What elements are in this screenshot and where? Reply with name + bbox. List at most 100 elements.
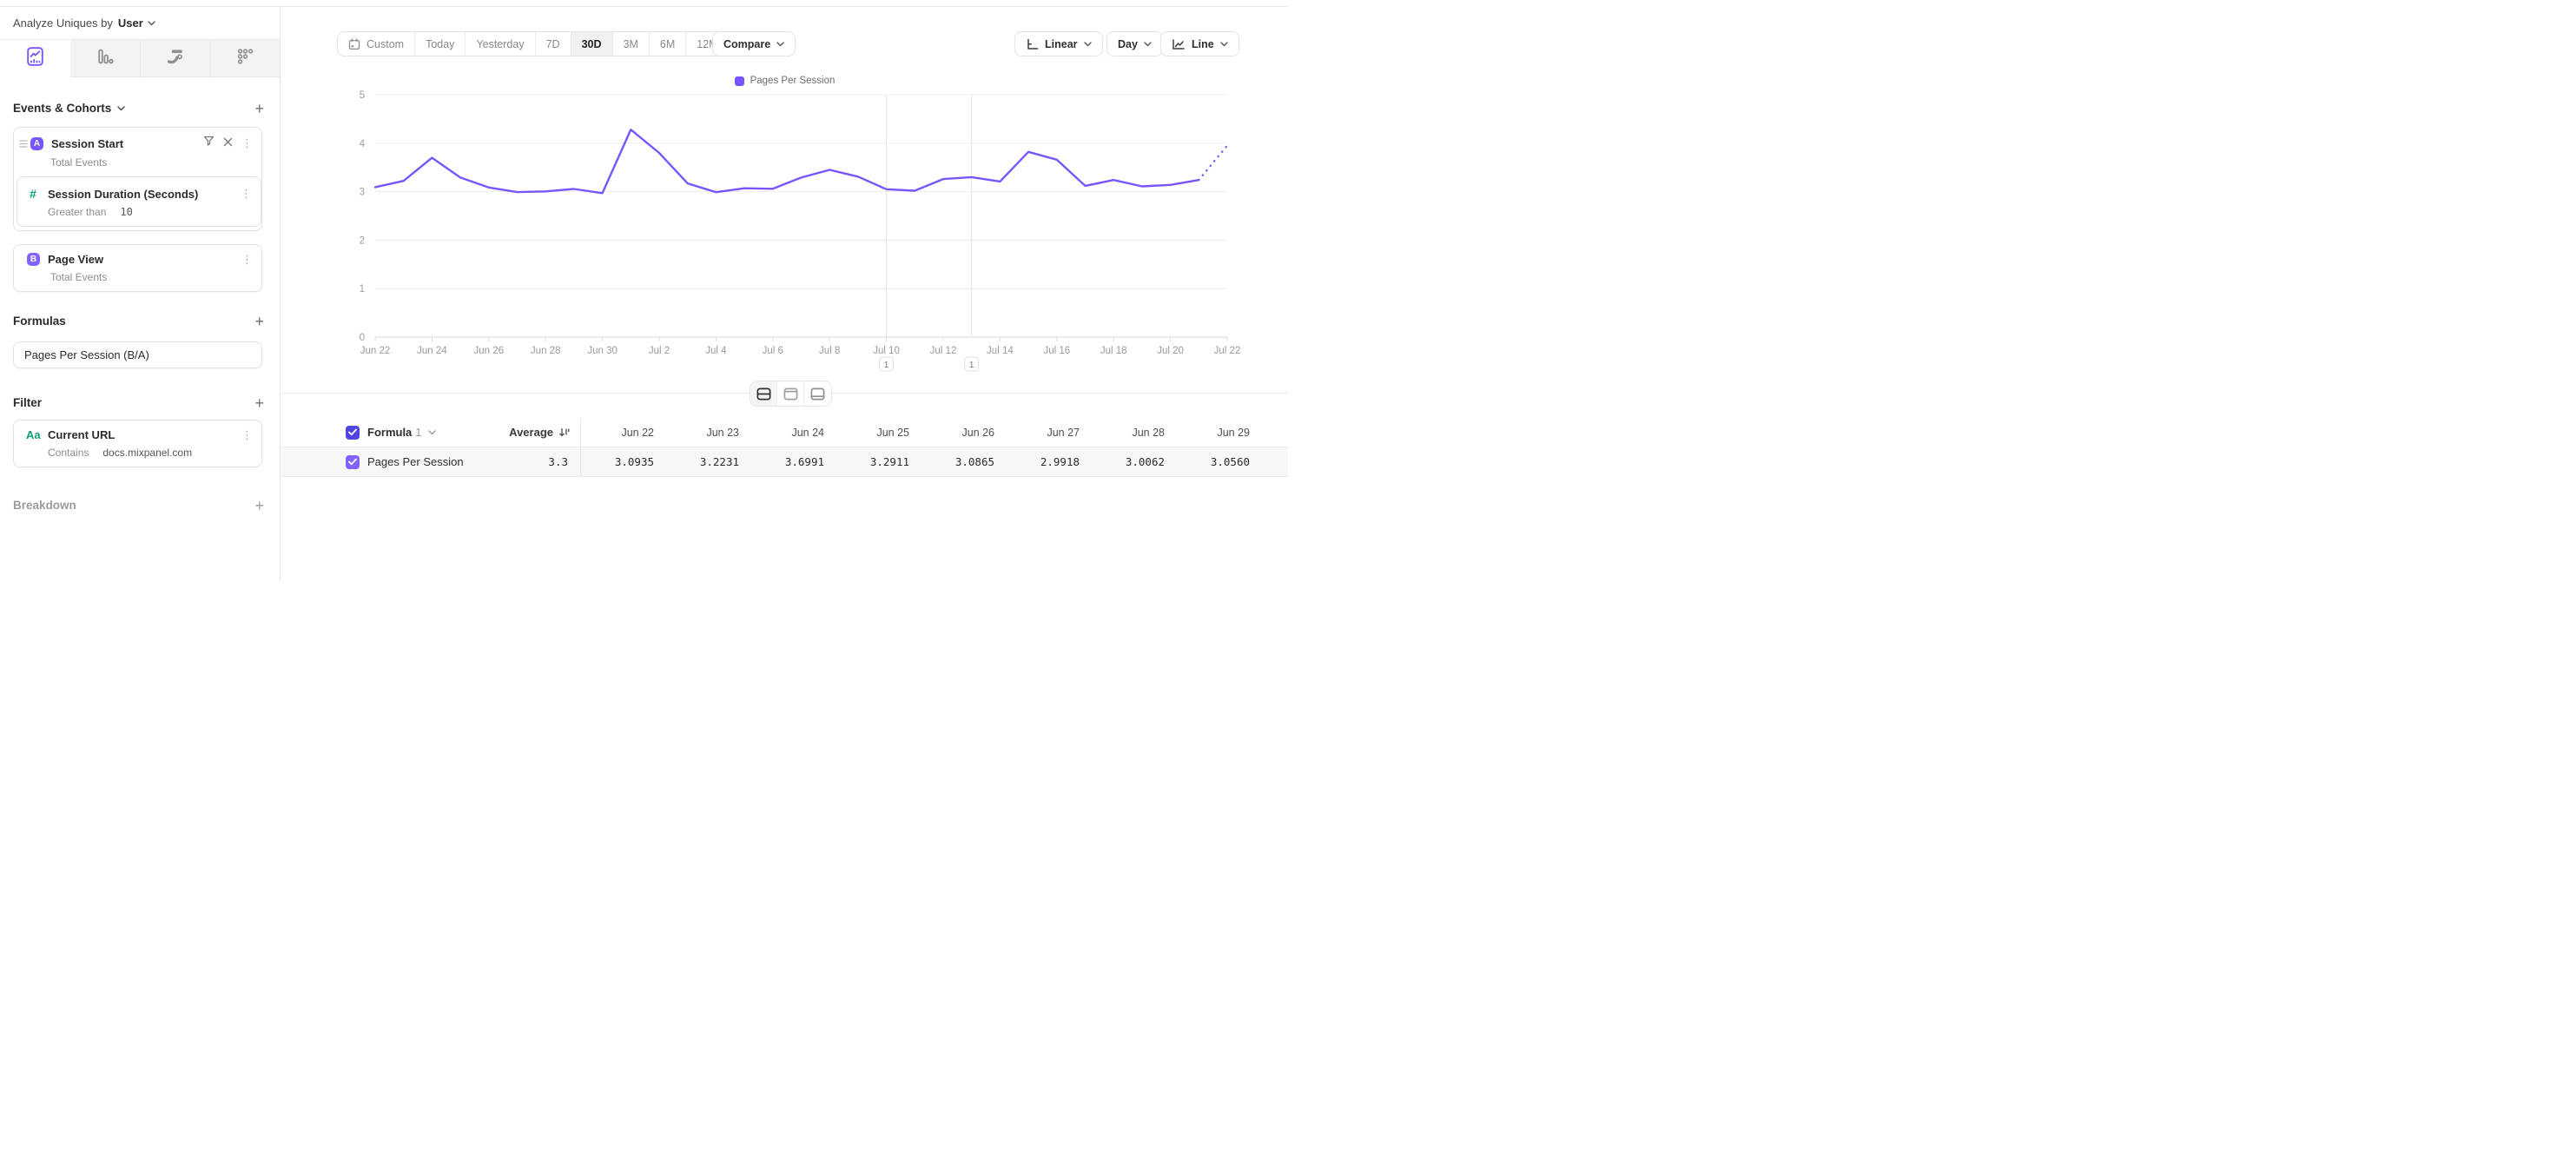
chart-legend: Pages Per Session [281,76,1288,86]
event-letter-badge: B [27,253,40,266]
date-column-header[interactable]: Jun 22 [621,426,654,439]
x-axis-tick-label: Jul 8 [819,346,840,356]
layout-table-only-button[interactable] [804,381,831,406]
chevron-down-icon [148,20,155,26]
x-axis-tick-label: Jul 10 [873,346,900,356]
more-options-icon[interactable]: ⋮ [241,252,253,266]
chevron-down-icon [1220,41,1228,46]
property-value[interactable]: 10 [120,206,133,218]
annotation-badge[interactable] [964,356,980,372]
formula-expression[interactable]: Pages Per Session (B/A) [24,348,149,361]
add-breakdown-button[interactable]: + [254,496,264,514]
check-icon [348,458,357,466]
property-card-session-duration[interactable]: # Session Duration (Seconds) ⋮ Greater t… [17,176,261,227]
add-filter-button[interactable]: + [254,394,264,412]
average-column-header[interactable]: Average [509,426,553,439]
filter-value[interactable]: docs.mixpanel.com [102,447,193,459]
x-axis-tick-label: Jul 2 [649,346,670,356]
scale-selector-button[interactable]: Linear [1014,31,1103,56]
event-name[interactable]: Session Start [51,136,124,150]
filter-icon[interactable] [203,136,215,151]
formula-column-header[interactable]: Formula [367,426,413,439]
line-chart[interactable]: 0 1 2 3 4 5 Jun 22 Jun 24 Jun 26 Jun 28 Jun 30 Jul … [281,88,1288,379]
cell-value: 3.2231 [699,455,739,468]
date-column-header[interactable]: Jun 28 [1132,426,1165,439]
layout-split-button[interactable] [750,381,777,406]
breakdown-section-title: Breakdown [13,499,76,512]
tab-flow-chart[interactable] [140,40,210,77]
date-column-header[interactable]: Jun 27 [1047,426,1080,439]
x-axis-tick-label: Jul 20 [1157,346,1184,356]
event-name[interactable]: Page View [48,253,104,266]
breakdown-section-header: Breakdown + [13,496,264,514]
filter-card-current-url[interactable]: Aa Current URL ⋮ Contains docs.mixpanel.… [13,420,262,467]
formulas-section-title: Formulas [13,315,66,328]
compare-button[interactable]: Compare [712,31,796,56]
y-axis-tick-label: 0 [360,333,365,343]
date-column-header[interactable]: Jun 23 [706,426,739,439]
more-options-icon[interactable]: ⋮ [241,136,253,149]
chevron-down-icon [776,41,784,46]
more-options-icon[interactable]: ⋮ [241,187,252,200]
range-today[interactable]: Today [415,32,466,56]
y-axis-tick-label: 4 [360,139,366,149]
table-row[interactable]: Pages Per Session 3.3 3.0935 3.2231 3.6991… [281,447,1288,477]
sort-descending-icon[interactable] [558,427,570,438]
select-all-checkbox[interactable] [346,425,360,440]
average-value: 3.3 [548,455,568,468]
more-options-icon[interactable]: ⋮ [241,427,253,441]
layout-toggle-group [750,381,832,407]
string-property-icon: Aa [26,428,41,441]
date-column-header[interactable]: Jun 24 [791,426,824,439]
range-custom[interactable]: Custom [338,32,416,56]
event-aggregation[interactable]: Total Events [50,156,108,169]
analyze-by-value-dropdown[interactable]: User [117,17,143,30]
range-6m[interactable]: 6M [650,32,687,56]
tab-line-chart[interactable] [0,40,70,77]
legend-swatch [734,76,744,86]
property-operator[interactable]: Greater than [48,206,107,218]
filter-operator[interactable]: Contains [48,447,89,459]
date-range-control: Custom Today Yesterday 7D 30D 3M 6M 12M [337,31,730,56]
date-column-header[interactable]: Jun 25 [876,426,909,439]
add-formula-button[interactable]: + [254,312,264,330]
chart-style-selector-button[interactable]: Line [1160,31,1239,56]
cell-value: 3.0560 [1210,455,1250,468]
x-axis-tick-label: Jul 18 [1100,346,1127,356]
y-axis-tick-label: 3 [360,188,365,198]
layout-chart-only-button[interactable] [777,381,804,406]
events-section-header: Events & Cohorts + [13,99,264,117]
event-card-session-start[interactable]: A Session Start ⋮ Total Events # Session… [13,127,262,231]
x-axis-tick-label: Jun 22 [360,346,391,356]
range-3m[interactable]: 3M [613,32,650,56]
add-event-button[interactable]: + [254,99,264,117]
formula-card[interactable]: Pages Per Session (B/A) [13,341,262,368]
series-line-pages-per-session[interactable] [373,129,1200,195]
annotation-badge-label: 1 [884,360,889,370]
range-7d[interactable]: 7D [536,32,571,56]
annotation-badge-label: 1 [969,360,974,370]
tab-retention-chart[interactable] [209,40,280,77]
x-axis-tick-label: Jun 30 [587,346,618,356]
chevron-down-icon [1144,41,1152,46]
x-axis-tick-label: Jun 28 [531,346,561,356]
event-card-page-view[interactable]: B Page View ⋮ Total Events [13,244,262,292]
line-style-icon [1172,38,1185,50]
close-icon[interactable] [223,136,233,151]
range-30d[interactable]: 30D [571,32,613,56]
filter-property-name[interactable]: Current URL [48,428,116,441]
interval-selector-button[interactable]: Day [1106,31,1163,56]
row-checkbox[interactable] [346,454,360,469]
range-yesterday[interactable]: Yesterday [466,32,536,56]
event-aggregation[interactable]: Total Events [50,271,108,283]
table-only-view-icon [810,387,825,400]
drag-handle-icon[interactable] [18,139,29,148]
x-axis-tick-label: Jun 24 [417,346,447,356]
property-name[interactable]: Session Duration (Seconds) [48,187,199,201]
date-column-header[interactable]: Jun 26 [961,426,994,439]
tab-bar-chart[interactable] [69,40,140,77]
date-column-header[interactable]: Jun 29 [1217,426,1250,439]
y-axis-tick-label: 2 [360,235,365,246]
annotation-badge[interactable] [879,356,895,372]
analyze-by-row: Analyze Uniques by User [0,7,280,40]
